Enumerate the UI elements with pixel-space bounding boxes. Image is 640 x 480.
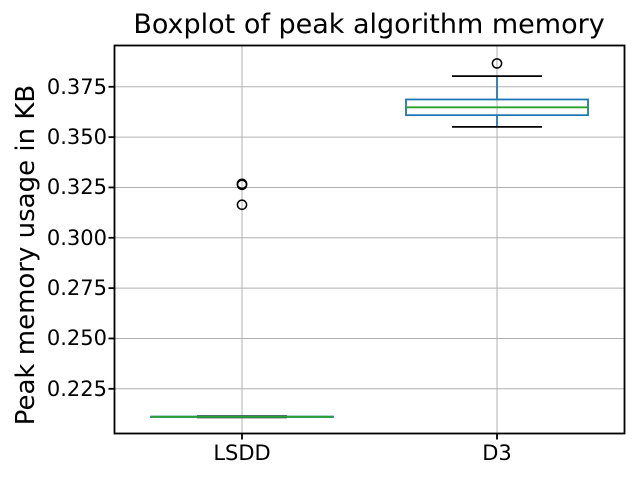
ytick-label-0.300: 0.300	[46, 225, 107, 250]
axes-frame	[113, 44, 626, 435]
ytick-label-0.225: 0.225	[46, 376, 107, 401]
outlier-LSDD	[236, 179, 248, 191]
plot-background	[114, 45, 625, 434]
outlier-LSDD	[236, 199, 248, 211]
ytick-label-0.350: 0.350	[46, 125, 107, 150]
ytick-label-0.375: 0.375	[46, 74, 107, 99]
ytick-label-0.275: 0.275	[46, 276, 107, 301]
ytick-label-0.325: 0.325	[46, 175, 107, 200]
xtick-label-LSDD: LSDD	[213, 441, 271, 465]
ytick-label-0.250: 0.250	[46, 326, 107, 351]
xtick-label-D3: D3	[482, 441, 512, 465]
chart-title: Boxplot of peak algorithm memory	[133, 9, 605, 40]
outlier-D3	[491, 58, 503, 69]
